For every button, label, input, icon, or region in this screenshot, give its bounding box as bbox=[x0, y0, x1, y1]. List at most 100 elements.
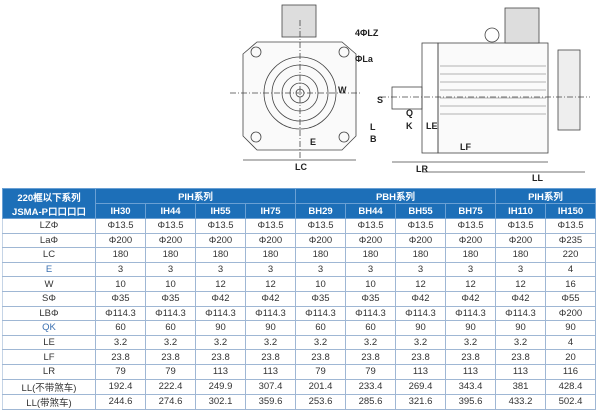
table-cell: 79 bbox=[345, 363, 396, 380]
table-cell: Φ55 bbox=[545, 290, 596, 307]
table-cell: Φ13.5 bbox=[295, 218, 346, 234]
table-cell: 3 bbox=[395, 261, 446, 278]
table-cell: 90 bbox=[495, 320, 546, 336]
label-s: S bbox=[377, 95, 383, 105]
table-cell: 3 bbox=[495, 261, 546, 278]
table-cell: 60 bbox=[95, 320, 146, 336]
table-cell: 116 bbox=[545, 363, 596, 380]
table-cell: Φ200 bbox=[445, 232, 496, 249]
table-cell: Φ35 bbox=[95, 290, 146, 307]
table-cell: Φ114.3 bbox=[395, 305, 446, 322]
table-row: LF 23.8 23.8 23.8 23.8 23.8 23.8 23.8 23.8 23.8 20 bbox=[2, 349, 596, 365]
table-cell: 10 bbox=[345, 276, 396, 292]
table-cell: 12 bbox=[245, 276, 296, 292]
dimension-table: 220框以下系列 JSMA-P口口口口 PIH系列 PBH系列 PIH系列 IH30 I… bbox=[2, 188, 596, 410]
label-lf: LF bbox=[460, 142, 471, 152]
table-cell: 79 bbox=[145, 363, 196, 380]
table-cell: Φ114.3 bbox=[195, 305, 246, 322]
table-cell: Φ13.5 bbox=[245, 218, 296, 234]
table-cell: 180 bbox=[295, 247, 346, 263]
table-cell: 60 bbox=[145, 320, 196, 336]
table-cell: Φ13.5 bbox=[195, 218, 246, 234]
table-row: SΦ Φ35 Φ35 Φ42 Φ42 Φ35 Φ35 Φ42 Φ42 Φ42 Φ55 bbox=[2, 290, 596, 307]
model-header: BH44 bbox=[345, 203, 396, 219]
table-cell: Φ200 bbox=[95, 232, 146, 249]
motor-dimension-drawing: 4ΦLZ ΦLa W E LC S Q K L B LE LF LR LL bbox=[230, 4, 590, 183]
table-cell: 253.6 bbox=[295, 393, 346, 410]
label-le: LE bbox=[426, 121, 438, 131]
table-cell: Φ35 bbox=[345, 290, 396, 307]
table-row: LC 180 180 180 180 180 180 180 180 180 220 bbox=[2, 247, 596, 263]
table-cell: 113 bbox=[495, 363, 546, 380]
corner-header: 220框以下系列 JSMA-P口口口口 bbox=[2, 188, 96, 219]
table-cell: 79 bbox=[295, 363, 346, 380]
table-cell: 180 bbox=[495, 247, 546, 263]
table-cell: 90 bbox=[195, 320, 246, 336]
label-w: W bbox=[338, 85, 347, 95]
table-cell: 3 bbox=[95, 261, 146, 278]
model-header: IH110 bbox=[495, 203, 546, 219]
model-header: IH150 bbox=[545, 203, 596, 219]
table-cell: Φ200 bbox=[345, 232, 396, 249]
table-row: LL(带煞车) 244.6 274.6 302.1 359.6 253.6 285.6 321… bbox=[2, 393, 596, 410]
table-cell: Φ13.5 bbox=[495, 218, 546, 234]
table-cell: 192.4 bbox=[95, 378, 146, 395]
table-cell: 79 bbox=[95, 363, 146, 380]
row-label: QK bbox=[2, 320, 96, 336]
model-header: BH29 bbox=[295, 203, 346, 219]
table-cell: 428.4 bbox=[545, 378, 596, 395]
table-row: LE 3.2 3.2 3.2 3.2 3.2 3.2 3.2 3.2 3.2 4 bbox=[2, 334, 596, 351]
table-cell: 23.8 bbox=[395, 349, 446, 365]
series-header: PIH系列 bbox=[495, 188, 596, 204]
table-cell: 3.2 bbox=[495, 334, 546, 351]
table-cell: 3 bbox=[295, 261, 346, 278]
model-header: BH55 bbox=[395, 203, 446, 219]
table-cell: Φ200 bbox=[245, 232, 296, 249]
table-cell: 23.8 bbox=[345, 349, 396, 365]
label-lr: LR bbox=[416, 164, 428, 174]
table-cell: 90 bbox=[545, 320, 596, 336]
row-label: LF bbox=[2, 349, 96, 365]
row-label: E bbox=[2, 261, 96, 278]
table-cell: 90 bbox=[445, 320, 496, 336]
table-cell: 23.8 bbox=[245, 349, 296, 365]
table-cell: 307.4 bbox=[245, 378, 296, 395]
table-cell: 3.2 bbox=[295, 334, 346, 351]
table-cell: 343.4 bbox=[445, 378, 496, 395]
table-cell: Φ42 bbox=[195, 290, 246, 307]
table-cell: 90 bbox=[395, 320, 446, 336]
label-4-lz: 4ΦLZ bbox=[355, 28, 379, 38]
table-cell: 23.8 bbox=[295, 349, 346, 365]
table-cell: Φ35 bbox=[145, 290, 196, 307]
table-cell: Φ114.3 bbox=[145, 305, 196, 322]
table-cell: 180 bbox=[145, 247, 196, 263]
table-cell: 3 bbox=[145, 261, 196, 278]
table-cell: Φ35 bbox=[295, 290, 346, 307]
corner-line-2: JSMA-P口口口口 bbox=[12, 206, 86, 218]
table-cell: Φ114.3 bbox=[245, 305, 296, 322]
row-label: LC bbox=[2, 247, 96, 263]
table-cell: 113 bbox=[195, 363, 246, 380]
table-cell: 3 bbox=[195, 261, 246, 278]
table-cell: 23.8 bbox=[145, 349, 196, 365]
table-cell: Φ200 bbox=[295, 232, 346, 249]
table-cell: 20 bbox=[545, 349, 596, 365]
table-cell: 4 bbox=[545, 261, 596, 278]
table-cell: Φ13.5 bbox=[445, 218, 496, 234]
table-cell: 12 bbox=[395, 276, 446, 292]
table-cell: 180 bbox=[245, 247, 296, 263]
table-cell: Φ200 bbox=[195, 232, 246, 249]
table-cell: 269.4 bbox=[395, 378, 446, 395]
table-cell: 3.2 bbox=[95, 334, 146, 351]
table-cell: 10 bbox=[295, 276, 346, 292]
table-cell: 12 bbox=[445, 276, 496, 292]
table-cell: 23.8 bbox=[95, 349, 146, 365]
table-cell: Φ13.5 bbox=[545, 218, 596, 234]
table-cell: 12 bbox=[495, 276, 546, 292]
table-cell: Φ114.3 bbox=[345, 305, 396, 322]
series-header-row: 220框以下系列 JSMA-P口口口口 PIH系列 PBH系列 PIH系列 bbox=[2, 188, 596, 219]
table-cell: Φ13.5 bbox=[345, 218, 396, 234]
row-label: W bbox=[2, 276, 96, 292]
table-cell: 321.6 bbox=[395, 393, 446, 410]
table-cell: Φ114.3 bbox=[445, 305, 496, 322]
